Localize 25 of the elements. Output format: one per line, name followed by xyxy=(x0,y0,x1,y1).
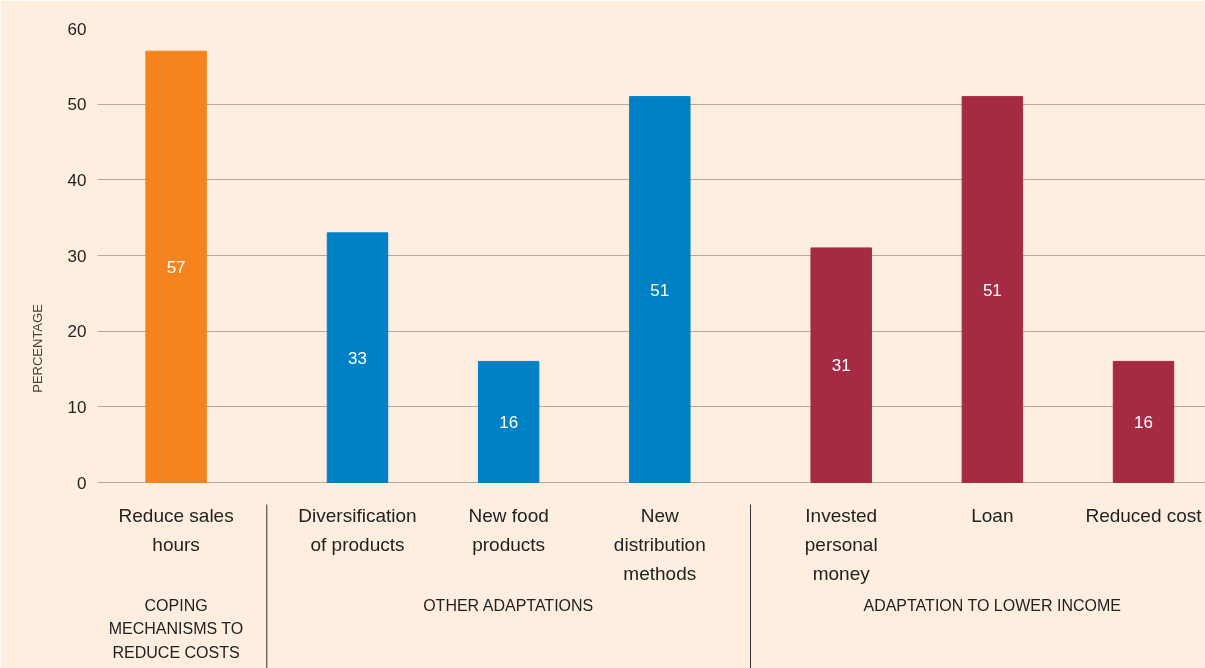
y-tick-label: 30 xyxy=(67,246,87,266)
y-tick-label: 10 xyxy=(67,397,87,417)
y-tick-label: 0 xyxy=(77,473,87,493)
x-tick-label: Diversification of products xyxy=(298,504,417,555)
x-tick-label: Reduced cost xyxy=(1085,504,1203,526)
y-tick-label: 20 xyxy=(67,322,87,342)
text: ADAPTATION TO LOWER INCOME xyxy=(863,596,1121,614)
y-axis-title: PERCENTAGE xyxy=(29,303,45,393)
x-tick-label: Loan xyxy=(971,504,1014,526)
y-tick-label: 40 xyxy=(67,170,87,190)
data-label: 51 xyxy=(982,280,1002,300)
x-tick-label: New food products xyxy=(468,504,549,555)
data-label: 16 xyxy=(499,412,519,432)
data-label: 31 xyxy=(831,356,851,376)
text: COPING MECHANISMS TO REDUCE COSTS xyxy=(108,596,244,662)
data-label: 16 xyxy=(1134,412,1153,432)
data-label: 57 xyxy=(166,257,186,277)
x-tick-label: Reduce sales hours xyxy=(118,504,234,555)
x-tick-label: New distribution methods xyxy=(613,504,706,585)
data-label: 51 xyxy=(650,280,670,300)
y-tick-label: 60 xyxy=(67,19,87,39)
y-tick-label: 50 xyxy=(67,95,87,115)
x-tick-label: Invested personal money xyxy=(804,504,878,585)
data-label: 33 xyxy=(348,348,367,368)
text: OTHER ADAPTATIONS xyxy=(423,596,594,614)
